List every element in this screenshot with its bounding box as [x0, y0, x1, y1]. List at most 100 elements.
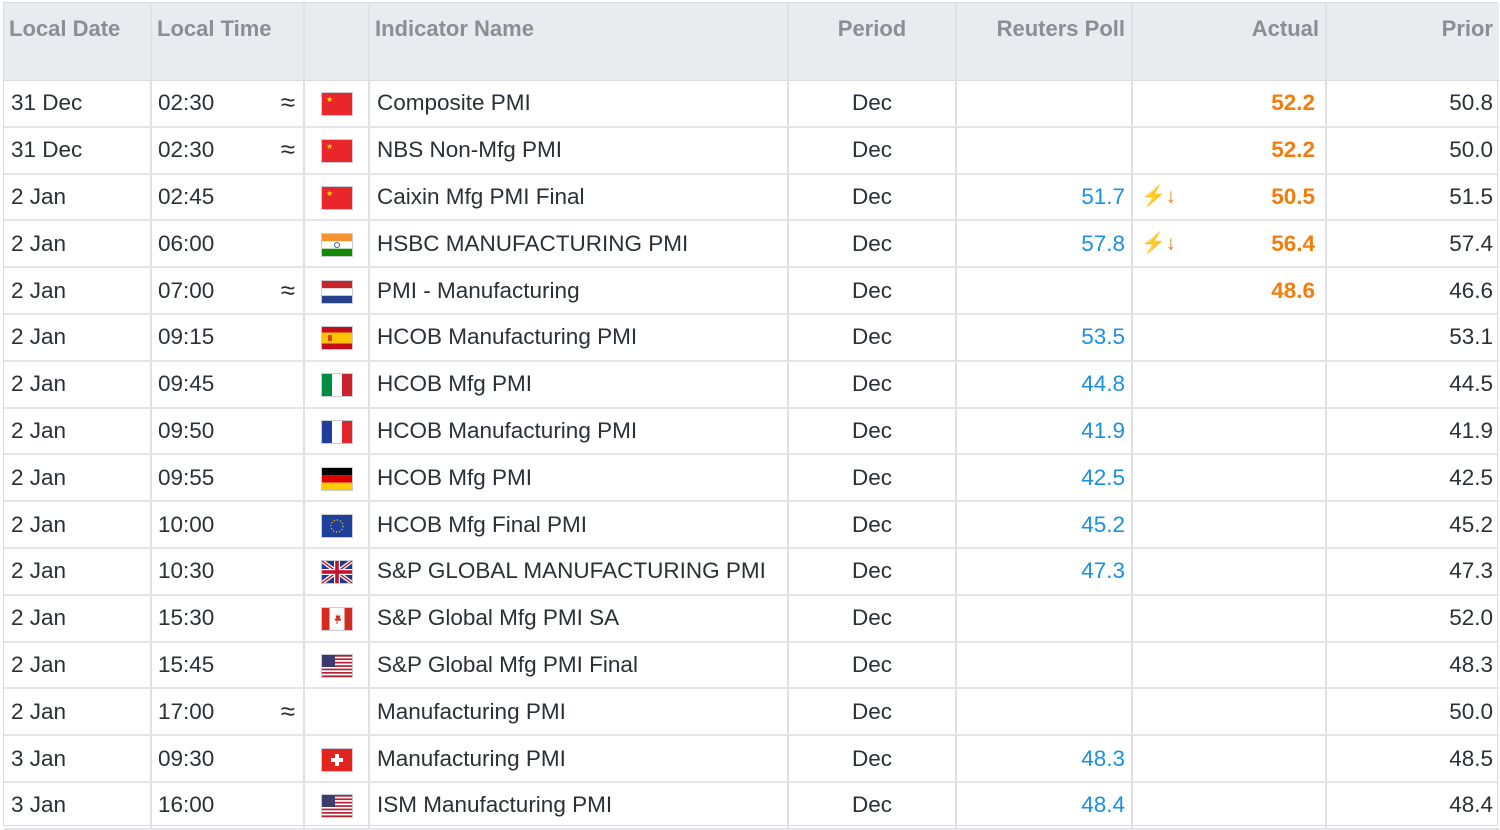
period-cell: Dec [788, 641, 957, 690]
local-time: 09:15 [158, 324, 215, 350]
indicator-name[interactable]: NBS Non-Mfg PMI [369, 126, 789, 175]
prior-cell: 53.1 [1326, 313, 1499, 362]
period-cell: Dec [788, 781, 957, 830]
local-time-cell: 09:45 [151, 360, 305, 409]
table-row[interactable]: 2 Jan 17:00 ≈ Manufacturing PMI Dec 50.0 [4, 688, 1499, 737]
prior-cell: 50.0 [1326, 688, 1499, 737]
prior-cell: 44.5 [1326, 360, 1499, 409]
indicator-name[interactable]: ISM Manufacturing PMI [369, 781, 789, 830]
column-header-prior[interactable]: Prior [1326, 3, 1499, 81]
period-cell: Dec [788, 688, 957, 737]
local-time: 15:30 [158, 605, 215, 631]
prior-cell: 45.2 [1326, 501, 1499, 549]
local-date-cell: 2 Jan [4, 360, 152, 409]
local-time-cell: 09:30 [151, 735, 305, 783]
indicator-name[interactable]: HCOB Manufacturing PMI [369, 313, 789, 362]
reuters-poll-cell: 47.3 [956, 547, 1133, 596]
period-cell: Dec [788, 407, 957, 456]
column-header-local-time[interactable]: Local Time [151, 3, 305, 81]
local-time: 02:30 [158, 137, 215, 163]
period-cell: Dec [788, 80, 957, 128]
actual-cell [1132, 407, 1327, 456]
indicator-name[interactable]: Manufacturing PMI [369, 735, 789, 783]
table-row[interactable]: 31 Dec 02:30 ≈ ★ NBS Non-Mfg PMI Dec 52.2 50.0 [4, 126, 1499, 175]
indicator-name[interactable]: HCOB Mfg Final PMI [369, 501, 789, 549]
local-date-cell: 31 Dec [4, 80, 152, 128]
period-cell: Dec [788, 454, 957, 503]
column-header-period[interactable]: Period [788, 3, 957, 81]
approximate-icon: ≈ [280, 134, 295, 165]
country-cell: ★ [304, 173, 370, 222]
local-time-cell: 16:00 [151, 781, 305, 830]
table-row[interactable]: 31 Dec 02:30 ≈ ★ Composite PMI Dec 52.2 50.8 [4, 80, 1499, 128]
local-time: 06:00 [158, 230, 215, 256]
indicator-name[interactable]: Composite PMI [369, 80, 789, 128]
period-cell: Dec [788, 501, 957, 549]
local-time-cell: 09:55 [151, 454, 305, 503]
indicator-name[interactable]: S&P Global Mfg PMI Final [369, 641, 789, 690]
column-header-indicator-name[interactable]: Indicator Name [369, 3, 789, 81]
actual-cell [1132, 360, 1327, 409]
actual-value: 50.5 [1271, 183, 1315, 209]
china-flag: ★ [321, 93, 352, 116]
local-time: 15:45 [158, 651, 215, 677]
local-time: 07:00 [158, 277, 215, 303]
prior-cell: 41.9 [1326, 407, 1499, 456]
surprise-down-icon: ⚡↓ [1141, 185, 1176, 208]
indicator-name[interactable]: HCOB Mfg PMI [369, 454, 789, 503]
table-row[interactable]: 2 Jan 10:30 S&P GLOBAL MANUFACTURING PMI De… [4, 547, 1499, 596]
prior-cell: 50.8 [1326, 80, 1499, 128]
local-date-cell: 3 Jan [4, 735, 152, 783]
table-row[interactable]: 3 Jan 09:30 Manufacturing PMI Dec 48.3 48.5 [4, 735, 1499, 783]
local-time: 16:00 [158, 792, 215, 818]
prior-cell: 48.5 [1326, 735, 1499, 783]
table-row[interactable]: 2 Jan 09:15 HCOB Manufacturing PMI Dec 53.5 5… [4, 313, 1499, 362]
svg-text:★: ★ [326, 142, 333, 151]
indicator-name[interactable]: HSBC MANUFACTURING PMI [369, 220, 789, 269]
country-cell [304, 407, 370, 456]
indicator-name[interactable]: Manufacturing PMI [369, 688, 789, 737]
indicator-name[interactable]: Caixin Mfg PMI Final [369, 173, 789, 222]
local-time: 09:45 [158, 371, 215, 397]
table-row[interactable]: 2 Jan 09:55 HCOB Mfg PMI Dec 42.5 42.5 [4, 454, 1499, 503]
indicator-name[interactable]: S&P Global Mfg PMI SA [369, 594, 789, 643]
local-time: 17:00 [158, 698, 215, 724]
reuters-poll-cell [956, 641, 1133, 690]
period-cell: Dec [788, 173, 957, 222]
reuters-poll-cell: 57.8 [956, 220, 1133, 269]
table-row[interactable]: 2 Jan 02:45 ★ Caixin Mfg PMI Final Dec 51.7 ⚡↓… [4, 173, 1499, 222]
indicator-name[interactable]: S&P GLOBAL MANUFACTURING PMI [369, 547, 789, 596]
local-time-cell: 15:30 [151, 594, 305, 643]
local-date-cell: 2 Jan [4, 641, 152, 690]
table-row[interactable]: 2 Jan 10:00 HCOB Mfg Final PMI Dec 45.2 45.2 [4, 501, 1499, 549]
reuters-poll-cell [956, 267, 1133, 315]
table-row[interactable]: 3 Jan 16:00 ISM Manufacturing PMI Dec 48.4 48… [4, 781, 1499, 830]
period-cell: Dec [788, 594, 957, 643]
reuters-poll-cell: 45.2 [956, 501, 1133, 549]
actual-value: 48.6 [1271, 277, 1315, 303]
reuters-poll-cell: 44.8 [956, 360, 1133, 409]
indicator-name[interactable]: HCOB Manufacturing PMI [369, 407, 789, 456]
country-cell: ★ [304, 80, 370, 128]
reuters-poll-cell: 48.4 [956, 781, 1133, 830]
economic-calendar-table: Local Date Local Time Indicator Name Per… [3, 2, 1499, 830]
table-row[interactable]: 2 Jan 15:30 S&P Global Mfg PMI SA Dec 52.0 [4, 594, 1499, 643]
table-row[interactable]: 2 Jan 06:00 HSBC MANUFACTURING PMI Dec 57.8 ⚡… [4, 220, 1499, 269]
column-header-actual[interactable]: Actual [1132, 3, 1327, 81]
local-time: 09:30 [158, 745, 215, 771]
local-date-cell: 3 Jan [4, 781, 152, 830]
table-row[interactable]: 2 Jan 07:00 ≈ PMI - Manufacturing Dec 48.6 46.… [4, 267, 1499, 315]
table-row[interactable]: 2 Jan 09:45 HCOB Mfg PMI Dec 44.8 44.5 [4, 360, 1499, 409]
table-row[interactable]: 2 Jan 09:50 HCOB Manufacturing PMI Dec 41.9 4… [4, 407, 1499, 456]
column-header-local-date[interactable]: Local Date [4, 3, 152, 81]
country-cell [304, 641, 370, 690]
actual-cell [1132, 501, 1327, 549]
local-date-cell: 2 Jan [4, 501, 152, 549]
indicator-name[interactable]: PMI - Manufacturing [369, 267, 789, 315]
country-cell [304, 735, 370, 783]
table-row[interactable]: 2 Jan 15:45 S&P Global Mfg PMI Final Dec 48.… [4, 641, 1499, 690]
country-cell [304, 547, 370, 596]
prior-cell: 46.6 [1326, 267, 1499, 315]
column-header-reuters-poll[interactable]: Reuters Poll [956, 3, 1133, 81]
indicator-name[interactable]: HCOB Mfg PMI [369, 360, 789, 409]
